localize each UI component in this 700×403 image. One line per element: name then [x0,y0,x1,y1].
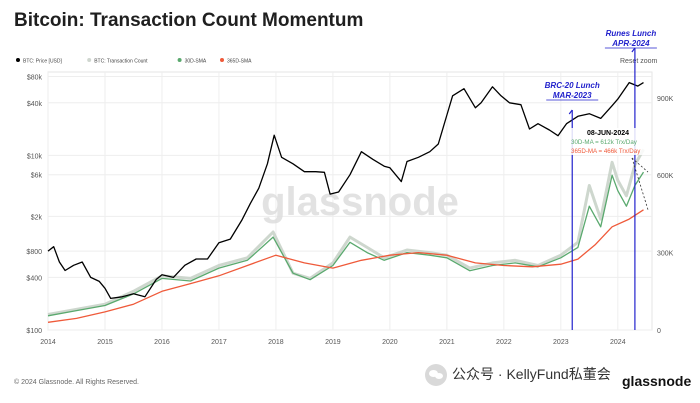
footer-brand-logo: glassnode [622,373,692,389]
wechat-icon [425,364,447,386]
series-line-30d-sma [47,171,645,317]
series-line-btc-price-usd [47,81,644,300]
legend-swatch [16,58,20,62]
wechat-watermark: 公众号 · KellyFund私董会 [452,366,611,382]
footer-copyright: © 2024 Glassnode. All Rights Reserved. [14,379,140,386]
grid [47,71,653,331]
legend: BTC: Price [USD] BTC: Transaction Count 30… [16,58,252,65]
x-tick-label: 2017 [211,339,227,346]
y-left-tick-label: $10k [27,153,43,160]
x-tick-label: 2022 [496,339,512,346]
info-date: 08-JUN-2024 [587,130,629,137]
x-tick-label: 2019 [325,339,341,346]
chart-title: Bitcoin: Transaction Count Momentum [14,10,364,31]
legend-swatch [220,58,224,62]
info-box [568,128,650,155]
glassnode-watermark: glassnode [261,180,459,224]
pointer-30d [631,157,649,173]
annotation-subtitle: APR-2024 [611,39,650,48]
legend-label: 365D-SMA [227,59,252,65]
y-left-tick-label: $100 [26,328,42,335]
annotation-title: BRC-20 Lunch [545,81,600,90]
chart-marks: glassnode [47,81,645,323]
series-line-365d-sma [47,209,644,323]
legend-swatch [87,58,92,62]
series-line-btc-transaction-count [47,148,645,316]
x-tick-label: 2016 [154,339,170,346]
reset-zoom-button[interactable]: Reset zoom [620,58,658,65]
x-tick-label: 2018 [268,339,284,346]
y-right-tick-label: 0 [657,328,661,335]
legend-label: BTC: Transaction Count [94,59,148,65]
x-tick-label: 2015 [97,339,113,346]
legend-swatch [177,58,182,62]
x-tick-label: 2021 [439,339,455,346]
pointer-365d [631,157,649,210]
y-left-tick-label: $800 [26,249,42,256]
y-right-tick-label: 600K [657,173,674,180]
info-30d-line: 30D-MA = 612k Trx/Day [571,139,638,146]
annotation-title: Runes Lunch [606,29,657,38]
y-right-tick-label: 900K [657,96,674,103]
y-left-tick-label: $40k [27,101,43,108]
y-right-tick-label: 300K [657,251,674,258]
legend-label: BTC: Price [USD] [23,59,63,65]
info-365d-line: 365D-MA = 466k Trx/Day [571,148,641,155]
x-tick-label: 2024 [610,339,626,346]
x-tick-label: 2023 [553,339,569,346]
x-tick-label: 2020 [382,339,398,346]
x-tick-label: 2014 [40,339,56,346]
event-marker-arrowhead [568,109,573,115]
y-left-tick-label: $2k [31,214,43,221]
event-marker-arrowhead [631,47,636,53]
legend-label: 30D-SMA [185,59,207,65]
y-left-tick-label: $6k [31,173,43,180]
y-left-tick-label: $80k [27,74,43,81]
annotation-subtitle: MAR-2023 [553,91,592,100]
y-left-tick-label: $400 [26,275,42,282]
axes: 2014 2015 2016 2017 2018 2019 2020 2021 2022 2023… [26,74,673,346]
